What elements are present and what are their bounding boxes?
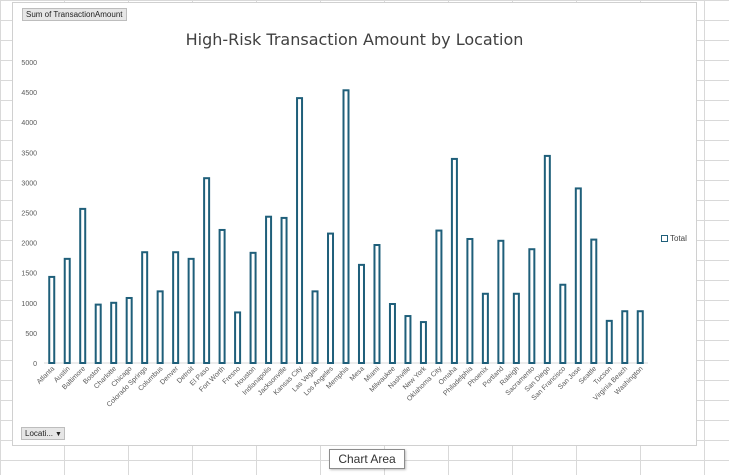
bar[interactable]: [481, 292, 489, 364]
bar[interactable]: [187, 257, 195, 364]
y-tick-label: 0: [33, 361, 37, 368]
bar[interactable]: [141, 251, 149, 364]
bar[interactable]: [265, 215, 273, 364]
chart-area-tooltip: Chart Area: [329, 449, 405, 469]
bar[interactable]: [94, 303, 102, 364]
bar[interactable]: [528, 248, 536, 364]
bar[interactable]: [110, 301, 118, 364]
bar[interactable]: [156, 290, 164, 364]
bar[interactable]: [512, 292, 520, 364]
bar[interactable]: [419, 321, 427, 364]
bar[interactable]: [63, 257, 71, 364]
y-tick-label: 1000: [21, 301, 37, 308]
bar[interactable]: [342, 89, 350, 364]
bar[interactable]: [280, 216, 288, 364]
bar[interactable]: [234, 311, 242, 365]
legend: Total: [661, 234, 687, 243]
bar[interactable]: [497, 239, 505, 365]
bar[interactable]: [435, 229, 443, 364]
bar[interactable]: [79, 207, 87, 364]
bar[interactable]: [621, 310, 629, 364]
axis-field-label: Locati...: [25, 429, 54, 438]
y-tick-label: 2000: [21, 241, 37, 248]
y-tick-label: 3500: [21, 150, 37, 157]
x-axis: AtlantaAustinBaltimoreBostonCharlotteChi…: [36, 365, 645, 409]
bar[interactable]: [590, 238, 598, 364]
bar[interactable]: [373, 244, 381, 364]
bar[interactable]: [249, 251, 257, 364]
legend-swatch: [661, 235, 668, 243]
bar[interactable]: [125, 296, 133, 365]
chart-title: High-Risk Transaction Amount by Location: [185, 30, 524, 49]
bar[interactable]: [450, 157, 458, 364]
value-field-button[interactable]: Sum of TransactionAmount: [22, 8, 127, 21]
y-tick-label: 5000: [21, 60, 37, 67]
bar[interactable]: [203, 177, 211, 364]
bar[interactable]: [559, 283, 567, 364]
bar[interactable]: [543, 154, 551, 364]
bar[interactable]: [636, 310, 644, 364]
axis-field-button[interactable]: Locati... ▼: [21, 427, 65, 440]
y-tick-label: 4500: [21, 90, 37, 97]
y-tick-label: 1500: [21, 271, 37, 278]
y-tick-label: 2500: [21, 211, 37, 218]
bar[interactable]: [296, 97, 304, 365]
bar[interactable]: [404, 315, 412, 365]
legend-label: Total: [670, 234, 687, 243]
dropdown-arrow-icon: ▼: [55, 431, 62, 438]
bar[interactable]: [172, 251, 180, 364]
y-tick-label: 3000: [21, 180, 37, 187]
x-tick-label: Atlanta: [36, 365, 56, 385]
bar[interactable]: [218, 228, 226, 364]
bar[interactable]: [574, 187, 582, 364]
y-tick-label: 4000: [21, 120, 37, 127]
bar[interactable]: [327, 232, 335, 364]
bar[interactable]: [311, 290, 319, 364]
bar[interactable]: [48, 275, 56, 364]
bars: [48, 89, 644, 365]
bar[interactable]: [357, 263, 365, 364]
chart-area[interactable]: Sum of TransactionAmount High-Risk Trans…: [12, 2, 697, 446]
y-axis: 0 500 1000 1500 2000 2500 3000 3500 4000 4500 5000: [21, 60, 37, 368]
bar[interactable]: [605, 319, 613, 364]
bar[interactable]: [466, 237, 474, 365]
y-tick-label: 500: [25, 331, 37, 338]
bar[interactable]: [388, 303, 396, 364]
